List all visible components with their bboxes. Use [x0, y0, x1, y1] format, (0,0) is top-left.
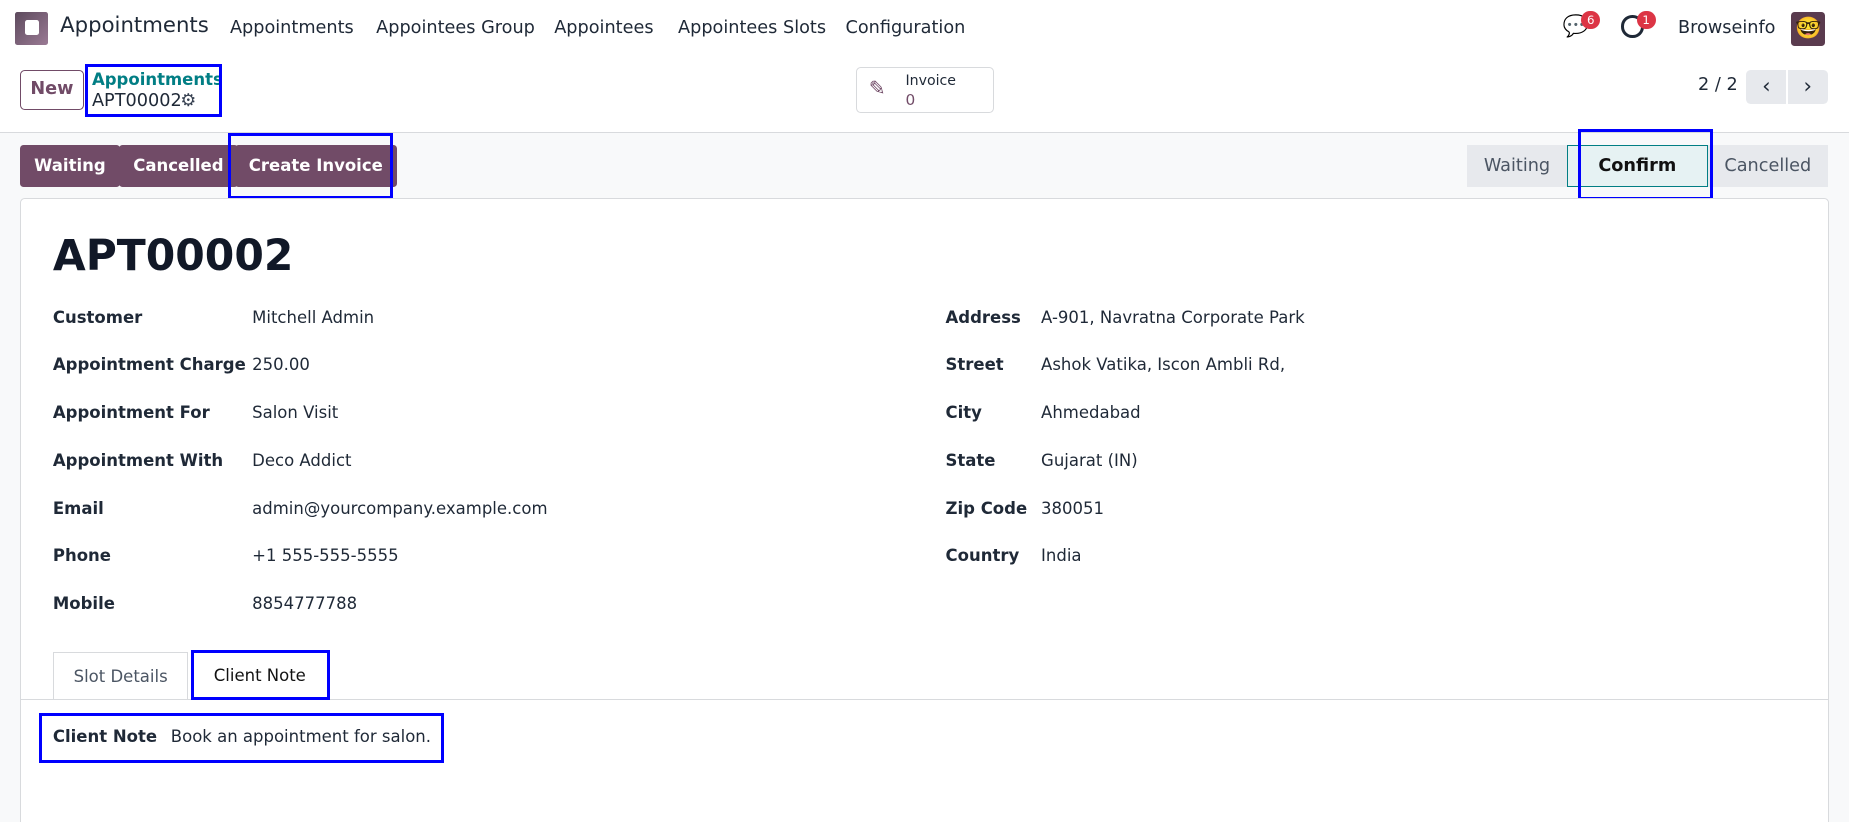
field-value[interactable]: Ashok Vatika, Iscon Ambli Rd,: [1041, 355, 1286, 375]
menu-appointees[interactable]: Appointees: [554, 17, 654, 38]
messages-badge: 6: [1581, 10, 1601, 30]
statusbar: Waiting Confirm Cancelled: [1467, 145, 1828, 188]
navbar: Appointments Appointments Appointees Gro…: [0, 0, 1849, 54]
field-label: Appointment For: [52, 403, 210, 423]
field-value[interactable]: 250.00: [252, 355, 310, 375]
field-label: State: [945, 450, 996, 470]
app-logo-icon[interactable]: [15, 11, 49, 45]
field-label: Country: [945, 546, 1020, 566]
field-label: Mobile: [52, 594, 115, 614]
client-note-value[interactable]: Book an appointment for salon.: [170, 727, 431, 747]
field-value[interactable]: Salon Visit: [252, 403, 339, 423]
form-sheet: APT00002 Customer Mitchell Admin Appointme…: [20, 198, 1829, 822]
tabs-divider: [21, 699, 1828, 700]
field-label: Appointment Charge: [52, 355, 246, 375]
app-title[interactable]: Appointments: [60, 12, 209, 38]
field-label: Zip Code: [945, 498, 1028, 518]
new-button[interactable]: New: [20, 69, 84, 110]
cancelled-button[interactable]: Cancelled: [119, 145, 238, 188]
breadcrumb-current: APT00002: [91, 90, 182, 111]
client-note-label: Client Note: [52, 727, 158, 747]
field-label: City: [945, 403, 982, 423]
tab-slot-details[interactable]: Slot Details: [52, 651, 189, 701]
invoice-smart-button[interactable]: ✎ Invoice 0: [856, 67, 994, 113]
create-invoice-button[interactable]: Create Invoice: [234, 145, 397, 188]
invoice-label: Invoice: [905, 72, 956, 89]
field-value[interactable]: Mitchell Admin: [252, 307, 375, 327]
field-value[interactable]: 380051: [1041, 498, 1105, 518]
edit-icon: ✎: [868, 76, 886, 101]
pager-value: 2 / 2: [1698, 75, 1738, 96]
menu-appointees-slots[interactable]: Appointees Slots: [678, 17, 827, 38]
breadcrumb-parent[interactable]: Appointments: [91, 69, 223, 89]
menu-appointees-group[interactable]: Appointees Group: [376, 17, 535, 38]
pager-previous-button[interactable]: ‹: [1746, 69, 1787, 104]
waiting-button[interactable]: Waiting: [20, 145, 120, 188]
stage-cancelled[interactable]: Cancelled: [1724, 156, 1812, 177]
field-label: Email: [52, 498, 104, 518]
field-label: Address: [945, 307, 1021, 327]
form-view: Waiting Cancelled Create Invoice Waiting…: [0, 128, 1849, 822]
invoice-count: 0: [905, 90, 916, 109]
user-name[interactable]: Browseinfo: [1678, 17, 1776, 38]
field-label: Street: [945, 355, 1004, 375]
stage-waiting[interactable]: Waiting: [1483, 156, 1551, 177]
stage-confirm[interactable]: Confirm: [1566, 145, 1708, 188]
user-avatar[interactable]: 🤓: [1791, 11, 1826, 46]
field-value[interactable]: A-901, Navratna Corporate Park: [1041, 307, 1305, 327]
field-value[interactable]: India: [1041, 546, 1082, 566]
menu-appointments[interactable]: Appointments: [229, 17, 354, 38]
field-value[interactable]: Ahmedabad: [1041, 403, 1141, 423]
field-label: Customer: [52, 307, 143, 327]
field-value[interactable]: Deco Addict: [252, 450, 352, 470]
control-panel: New Appointments APT00002 ⚙ ✎ Invoice 0 …: [0, 54, 1849, 134]
record-title: APT00002: [52, 232, 294, 282]
field-value[interactable]: +1 555-555-5555: [252, 546, 399, 566]
gear-icon[interactable]: ⚙: [180, 90, 197, 111]
menu-configuration[interactable]: Configuration: [845, 17, 966, 38]
field-label: Phone: [52, 546, 111, 566]
field-value[interactable]: 8854777788: [252, 594, 358, 614]
field-label: Appointment With: [52, 450, 224, 470]
activities-badge: 1: [1636, 10, 1656, 30]
field-value[interactable]: admin@yourcompany.example.com: [252, 498, 548, 518]
field-value[interactable]: Gujarat (IN): [1041, 450, 1138, 470]
tab-client-note[interactable]: Client Note: [190, 651, 329, 701]
pager-next-button[interactable]: ›: [1787, 69, 1828, 104]
